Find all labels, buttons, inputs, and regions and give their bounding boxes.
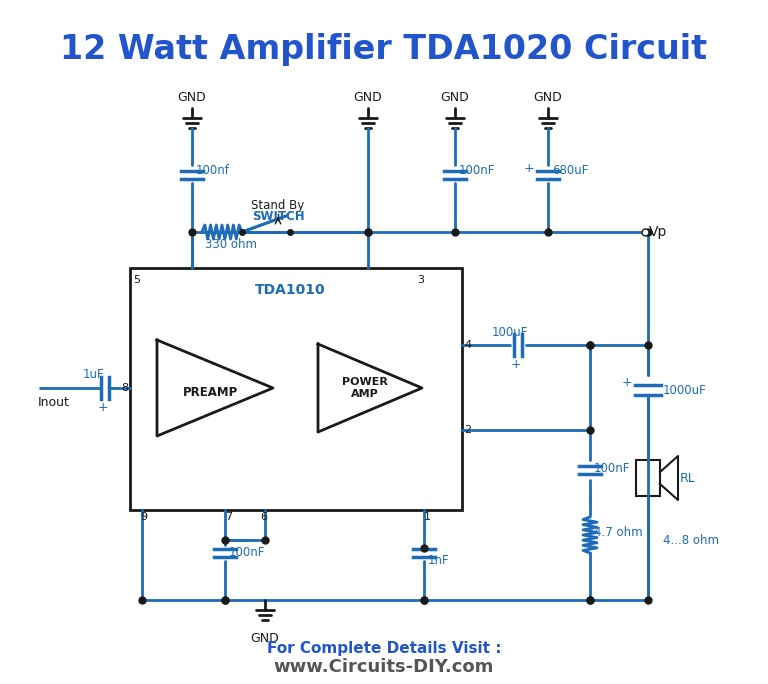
- Text: 1: 1: [424, 512, 431, 522]
- Text: 12 Watt Amplifier TDA1020 Circuit: 12 Watt Amplifier TDA1020 Circuit: [61, 34, 707, 66]
- Text: +: +: [98, 401, 108, 414]
- Text: Inout: Inout: [38, 395, 70, 408]
- Text: 4...8 ohm: 4...8 ohm: [663, 534, 719, 547]
- Text: GND: GND: [177, 91, 207, 104]
- Text: +: +: [523, 163, 534, 176]
- Text: 6: 6: [260, 512, 267, 522]
- Text: Stand By: Stand By: [251, 198, 305, 211]
- Text: 100nf: 100nf: [196, 163, 230, 176]
- Text: 8: 8: [121, 383, 128, 393]
- Text: POWER
AMP: POWER AMP: [342, 377, 388, 399]
- Text: 5: 5: [133, 275, 140, 285]
- Bar: [636, 460, 660, 496]
- Text: GND: GND: [250, 631, 280, 644]
- Text: 1000uF: 1000uF: [663, 384, 707, 397]
- Text: +: +: [511, 358, 521, 371]
- Text: SWITCH: SWITCH: [252, 211, 304, 224]
- Text: GND: GND: [441, 91, 469, 104]
- Text: 1uF: 1uF: [82, 369, 104, 382]
- Text: www.Circuits-DIY.com: www.Circuits-DIY.com: [274, 658, 494, 676]
- Text: TDA1010: TDA1010: [255, 283, 326, 297]
- Text: 7: 7: [225, 512, 232, 522]
- Bar: [130, 268, 462, 510]
- Text: 100nF: 100nF: [229, 547, 266, 560]
- Text: GND: GND: [353, 91, 382, 104]
- Text: 100nF: 100nF: [459, 163, 495, 176]
- Text: 2: 2: [464, 425, 471, 435]
- Text: Vp: Vp: [649, 225, 667, 239]
- Text: 100uF: 100uF: [492, 326, 528, 339]
- Text: 330 ohm: 330 ohm: [205, 239, 257, 252]
- Text: 3: 3: [417, 275, 424, 285]
- Text: 4: 4: [464, 340, 471, 350]
- Text: 100nF: 100nF: [594, 462, 631, 475]
- Text: 9: 9: [140, 512, 147, 522]
- Text: For Complete Details Visit :: For Complete Details Visit :: [266, 640, 502, 655]
- Text: RL: RL: [680, 471, 696, 484]
- Text: 4.7 ohm: 4.7 ohm: [594, 525, 643, 538]
- Text: GND: GND: [534, 91, 562, 104]
- Text: 680uF: 680uF: [552, 163, 588, 176]
- Text: +: +: [621, 376, 632, 389]
- Text: 1nF: 1nF: [428, 555, 449, 568]
- Text: PREAMP: PREAMP: [182, 386, 237, 399]
